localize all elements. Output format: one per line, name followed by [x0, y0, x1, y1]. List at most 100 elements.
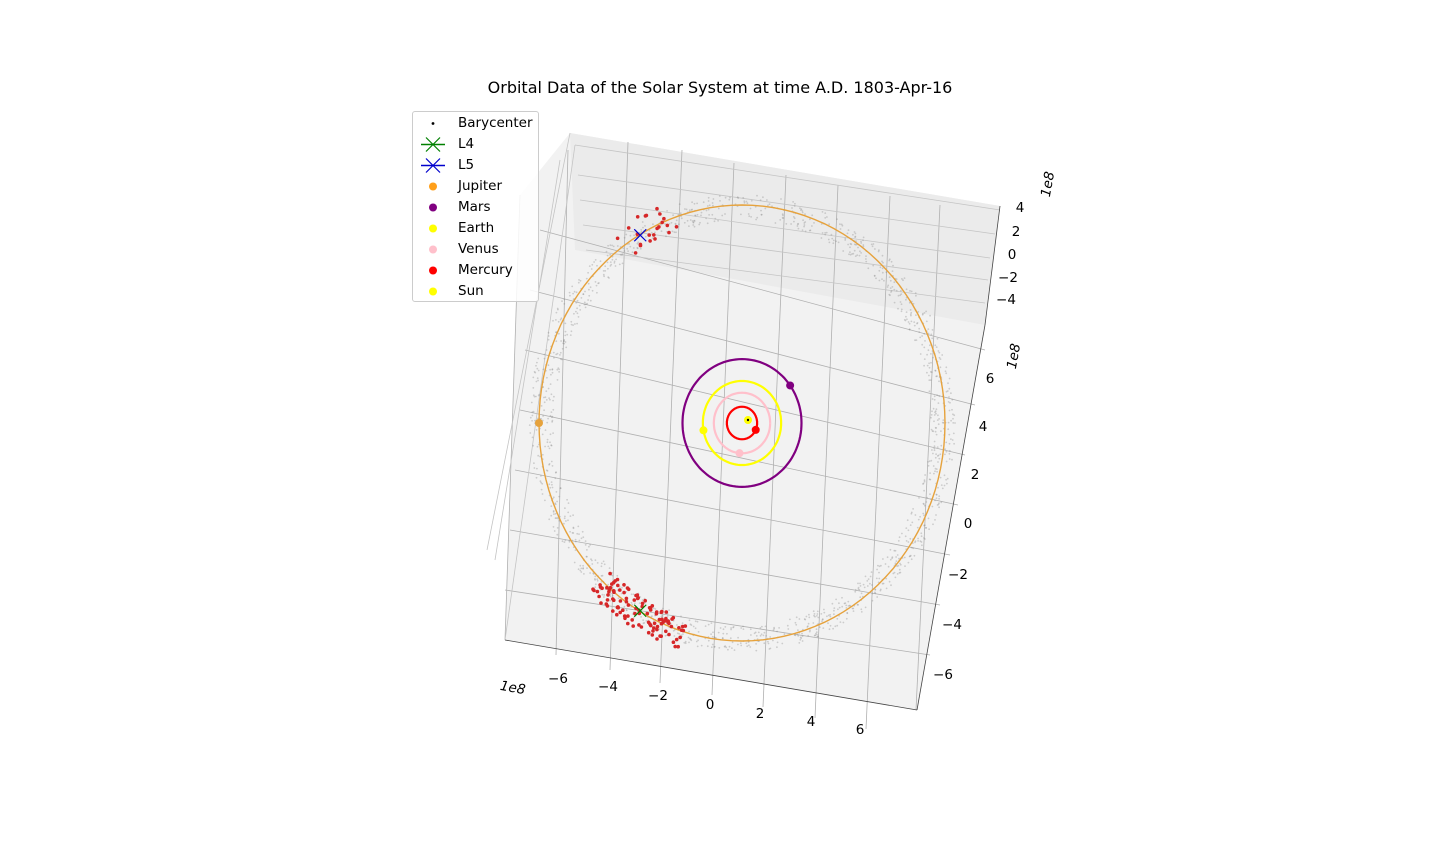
belt-point	[948, 442, 951, 445]
belt-point	[687, 636, 690, 639]
belt-point	[594, 559, 597, 562]
belt-point	[578, 304, 581, 307]
belt-point	[550, 514, 553, 517]
belt-point	[935, 497, 938, 500]
belt-point	[760, 213, 763, 216]
belt-point	[944, 453, 946, 456]
belt-point	[664, 634, 667, 637]
belt-point	[776, 646, 778, 649]
belt-point	[866, 580, 869, 582]
belt-point	[951, 439, 954, 441]
legend-marker-barycenter	[431, 122, 435, 125]
belt-point	[613, 260, 616, 263]
belt-point	[950, 438, 952, 440]
belt-point	[681, 622, 684, 625]
belt-point	[826, 615, 828, 618]
y-tick-label: −6	[933, 667, 953, 683]
trojan-point	[643, 598, 647, 603]
belt-point	[828, 223, 830, 226]
belt-point	[558, 332, 560, 335]
belt-point	[694, 627, 697, 630]
belt-point	[923, 480, 926, 483]
belt-point	[791, 207, 793, 209]
belt-point	[559, 487, 562, 490]
belt-point	[768, 203, 771, 206]
belt-point	[707, 639, 710, 642]
belt-point	[909, 290, 911, 292]
belt-point	[789, 618, 791, 621]
belt-point	[869, 575, 872, 578]
belt-point	[742, 625, 744, 628]
belt-point	[632, 617, 635, 619]
belt-point	[737, 197, 740, 200]
belt-point	[581, 530, 584, 533]
legend-label: Mars	[458, 199, 491, 215]
belt-point	[533, 462, 535, 465]
belt-point	[535, 476, 538, 479]
belt-point	[797, 227, 800, 230]
belt-point	[839, 228, 842, 230]
belt-point	[574, 323, 576, 325]
belt-point	[563, 522, 565, 525]
belt-point	[698, 223, 701, 226]
trojan-point	[676, 644, 680, 649]
belt-point	[804, 618, 807, 621]
belt-point	[569, 334, 572, 336]
belt-point	[945, 450, 948, 453]
belt-point	[680, 217, 683, 220]
belt-point	[763, 642, 766, 645]
belt-point	[923, 524, 925, 527]
belt-point	[749, 207, 752, 210]
belt-point	[721, 637, 724, 639]
belt-point	[935, 493, 938, 496]
belt-point	[694, 214, 697, 217]
belt-point	[899, 294, 902, 297]
grid-line-x	[711, 162, 735, 696]
belt-point	[717, 219, 719, 222]
belt-point	[890, 260, 893, 263]
belt-point	[732, 626, 735, 628]
belt-point	[774, 222, 777, 224]
belt-point	[594, 281, 597, 283]
belt-point	[696, 213, 699, 216]
orbit-mercury	[725, 405, 759, 441]
belt-point	[848, 253, 850, 256]
belt-point	[953, 414, 956, 417]
grid-line-y	[524, 349, 966, 456]
belt-point	[596, 579, 599, 582]
belt-point	[579, 279, 582, 282]
belt-point	[577, 568, 580, 571]
belt-point	[794, 621, 797, 624]
belt-point	[609, 265, 612, 267]
belt-point	[604, 265, 607, 268]
belt-point	[907, 561, 910, 564]
belt-point	[923, 537, 925, 539]
belt-point	[837, 608, 839, 611]
belt-point	[923, 514, 925, 517]
belt-point	[937, 461, 939, 463]
belt-point	[583, 301, 586, 304]
belt-point	[948, 433, 951, 436]
belt-point	[840, 223, 843, 226]
belt-point	[551, 483, 553, 486]
belt-point	[894, 549, 897, 552]
belt-point	[893, 571, 896, 574]
belt-point	[929, 472, 931, 474]
belt-point	[673, 231, 676, 234]
belt-point	[820, 613, 823, 615]
belt-point	[713, 645, 716, 648]
belt-point	[766, 199, 768, 201]
belt-point	[945, 366, 948, 369]
belt-point	[575, 301, 578, 304]
belt-point	[689, 623, 692, 626]
belt-point	[937, 503, 940, 506]
belt-point	[674, 222, 677, 225]
trojan-point	[664, 610, 669, 614]
belt-point	[931, 329, 934, 331]
belt-point	[593, 261, 595, 263]
belt-point	[907, 541, 910, 543]
belt-point	[864, 575, 867, 578]
belt-point	[596, 264, 598, 267]
belt-point	[623, 605, 626, 608]
grid-line-wall	[504, 144, 576, 641]
